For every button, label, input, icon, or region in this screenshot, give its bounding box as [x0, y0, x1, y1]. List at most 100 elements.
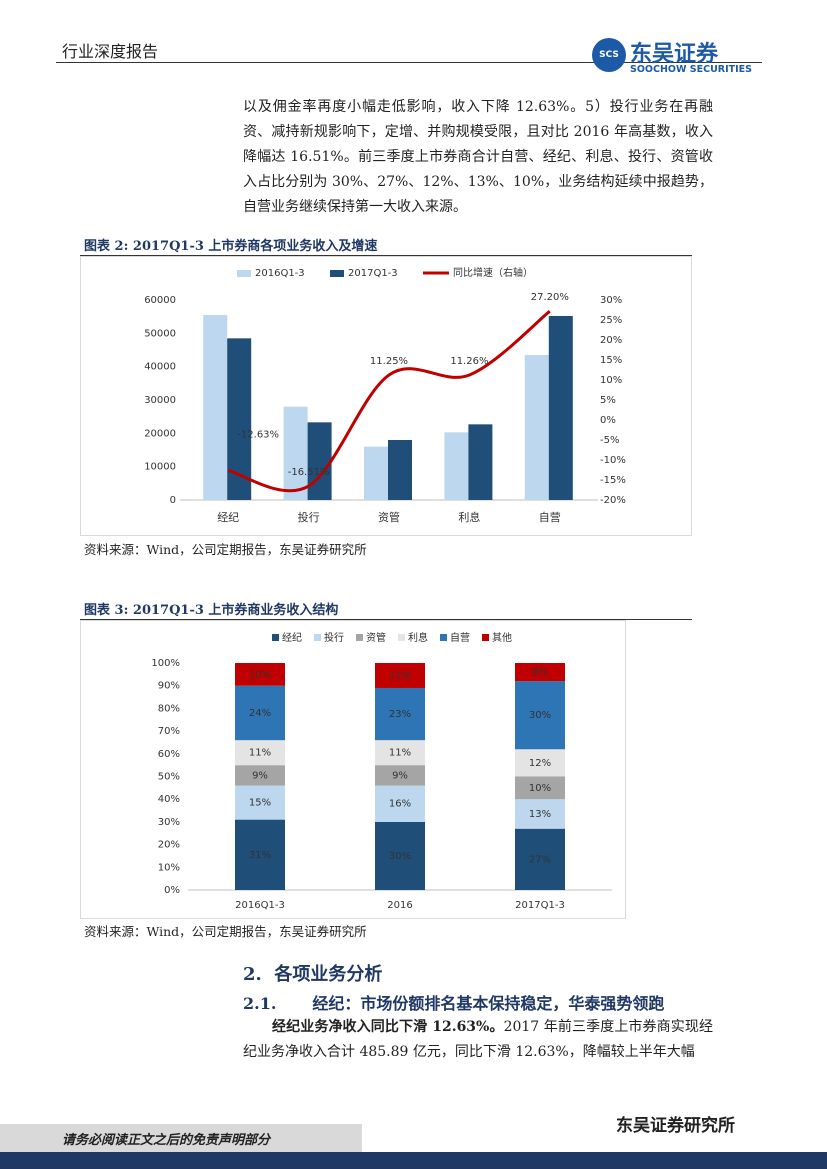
bar-segment: [235, 740, 285, 766]
y-tick-label: 60%: [158, 749, 180, 760]
y2-tick-label: 20%: [600, 335, 622, 346]
bar: [444, 432, 469, 500]
paragraph-lead: 经纪业务净收入同比下滑 12.63%。: [272, 1019, 504, 1035]
data-label: 27%: [529, 854, 551, 865]
x-tick-label: 2016: [387, 900, 412, 911]
y-tick-label: 10%: [158, 862, 180, 873]
paragraph: 经纪业务净收入同比下滑 12.63%。2017 年前三季度上市券商实现经纪业务净…: [243, 1015, 713, 1065]
legend-swatch: [314, 634, 321, 641]
bar-segment: [375, 740, 425, 766]
bar: [468, 424, 493, 500]
data-label: 27.20%: [531, 292, 569, 303]
bar-segment: [515, 828, 565, 890]
bar-segment: [515, 749, 565, 777]
legend-label: 其他: [492, 631, 512, 644]
y-tick-label: 0%: [164, 885, 180, 896]
data-label: 11%: [389, 670, 411, 681]
y2-tick-label: -10%: [600, 455, 626, 466]
logo-mark: SCS: [592, 38, 626, 72]
bar-segment: [515, 681, 565, 750]
figure-title: 图表 2: 2017Q1-3 上市券商各项业务收入及增速: [84, 235, 377, 254]
data-label: -12.63%: [237, 430, 279, 441]
y2-tick-label: 25%: [600, 315, 622, 326]
legend-label: 2016Q1-3: [255, 268, 305, 279]
figure-rule: [80, 619, 692, 620]
bar-segment: [235, 765, 285, 786]
data-label: 16%: [389, 799, 411, 810]
footer-bar: [0, 1152, 827, 1169]
bar: [524, 355, 549, 500]
data-label: 10%: [249, 669, 271, 680]
y-tick-label: 50%: [158, 772, 180, 783]
bar-segment: [235, 819, 285, 890]
subsection-title: 经纪：市场份额排名基本保持稳定，华泰强势领跑: [312, 994, 665, 1013]
y-tick-label: 40%: [158, 794, 180, 805]
line-series: [227, 310, 551, 493]
figure-title: 图表 3: 2017Q1-3 上市券商业务收入结构: [84, 599, 338, 618]
legend-label: 同比增速（右轴）: [453, 266, 533, 279]
bar-segment: [235, 663, 285, 686]
chart: 0% 10% 20% 30% 40% 50% 60% 70% 80% 90% 100% 2016Q1-…: [80, 620, 626, 919]
bar: [283, 406, 308, 500]
bar: [203, 315, 228, 500]
data-label: 9%: [252, 770, 268, 781]
x-tick-label: 利息: [458, 510, 480, 524]
data-label: 11.25%: [370, 356, 408, 367]
x-tick-label: 经纪: [217, 511, 239, 524]
x-tick-label: 2017Q1-3: [515, 900, 565, 911]
chart-frame: [80, 620, 626, 919]
data-label: 15%: [249, 798, 271, 809]
section-number: 2.: [243, 964, 262, 985]
y-tick-label: 90%: [158, 681, 180, 692]
data-label: 31%: [249, 850, 271, 861]
legend-swatch: [440, 634, 447, 641]
source: 资料来源：Wind，公司定期报告，东吴证券研究所: [84, 542, 367, 557]
data-label: 11.26%: [450, 356, 488, 367]
data-label: 11%: [249, 748, 271, 759]
y2-tick-label: -5%: [600, 435, 619, 446]
figure-label: 图表 3:: [84, 603, 129, 618]
figure-title-text: 2017Q1-3 上市券商业务收入结构: [132, 603, 339, 618]
y-tick-label: 30%: [158, 817, 180, 828]
legend-label: 资管: [366, 631, 386, 644]
data-label: 12%: [529, 758, 551, 769]
legend-swatch: [272, 634, 279, 641]
bar-segment: [235, 685, 285, 741]
y-tick-label: 80%: [158, 703, 180, 714]
paragraph: 以及佣金率再度小幅走低影响，收入下降 12.63%。5）投行业务在再融资、减持新…: [243, 99, 713, 215]
bar-segment: [515, 776, 565, 800]
x-tick-label: 资管: [378, 510, 400, 524]
y-tick-label: 100%: [151, 658, 180, 669]
y2-tick-label: -15%: [600, 475, 626, 486]
y-tick-label: 70%: [158, 726, 180, 737]
subsection-heading: 2.1. 经纪：市场份额排名基本保持稳定，华泰强势领跑: [243, 990, 664, 1014]
legend-label: 自营: [450, 631, 470, 644]
y-tick-label: 30000: [144, 395, 176, 406]
y2-tick-label: 30%: [600, 295, 622, 306]
y-tick-label: 20000: [144, 428, 176, 439]
bar: [548, 316, 573, 500]
legend-label: 投行: [324, 631, 344, 644]
bar: [307, 422, 332, 500]
bar: [364, 446, 388, 500]
legend-label: 2017Q1-3: [348, 268, 398, 279]
header-rule: [56, 62, 762, 63]
footer-disclaimer: 请务必阅读正文之后的免责声明部分: [62, 1133, 271, 1148]
data-label: 23%: [389, 709, 411, 720]
logo-en: SOOCHOW SECURITIES: [630, 64, 752, 75]
data-label: 30%: [529, 710, 551, 721]
y-tick-label: 10000: [144, 462, 176, 473]
logo-cn: 东吴证券: [630, 42, 719, 67]
x-tick-label: 投行: [298, 510, 320, 524]
data-label: 13%: [529, 809, 551, 820]
chart: 0 10000 20000 30000 40000 50000 60000 -20% -15% -…: [80, 256, 692, 536]
figure-rule: [80, 255, 692, 256]
figure-title-text: 2017Q1-3 上市券商各项业务收入及增速: [132, 239, 378, 254]
footer-institute: 东吴证券研究所: [616, 1116, 735, 1136]
bar-segment: [235, 785, 285, 820]
data-label: 10%: [529, 783, 551, 794]
bar-segment: [375, 687, 425, 741]
section-heading: 2. 各项业务分析: [243, 960, 382, 986]
header-left: 行业深度报告: [62, 42, 159, 61]
